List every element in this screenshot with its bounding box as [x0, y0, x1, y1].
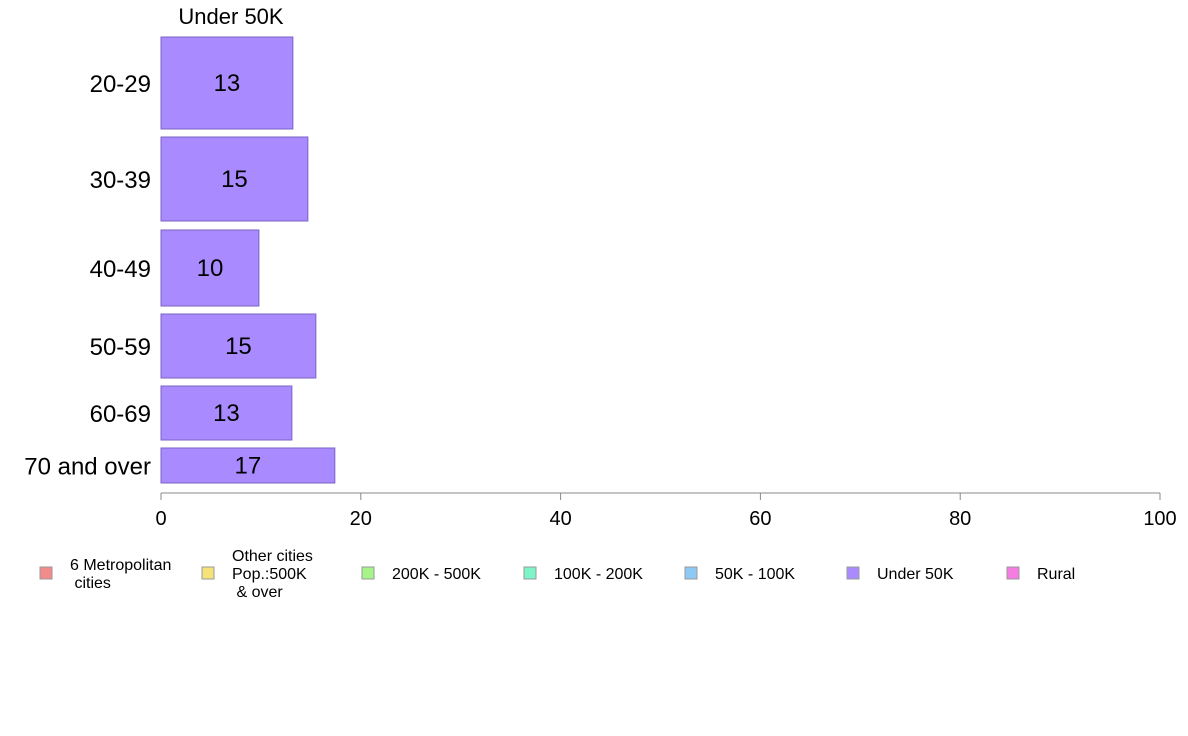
legend-label: Rural — [1037, 566, 1075, 583]
category-label: 40-49 — [90, 256, 151, 283]
legend-label: Under 50K — [877, 566, 954, 583]
bar-value-label: 13 — [214, 70, 241, 97]
x-axis: 0 20 40 60 80 100 — [155, 492, 1177, 530]
legend-label: 6 Metropolitan cities — [70, 557, 171, 592]
x-tick-label: 20 — [350, 508, 372, 530]
legend-swatch — [361, 566, 375, 580]
bar-40-49 — [160, 229, 260, 307]
category-label: 70 and over — [24, 454, 151, 481]
category-label: 60-69 — [90, 401, 151, 428]
x-tick-label: 60 — [749, 508, 771, 530]
bar-70-and-over — [160, 447, 336, 484]
legend-label: 200K - 500K — [392, 566, 481, 583]
bar-50-59 — [160, 313, 317, 379]
legend-swatch — [39, 566, 53, 580]
bar-60-69 — [160, 385, 293, 441]
x-tick-label: 100 — [1143, 508, 1176, 530]
bars-group: 13 20-29 15 30-39 10 40-49 15 50-59 13 60-69 17 70 … — [24, 36, 336, 484]
category-label: 50-59 — [90, 334, 151, 361]
x-tick-label: 80 — [949, 508, 971, 530]
legend-swatch — [846, 566, 860, 580]
legend-swatch — [201, 566, 215, 580]
bar-20-29 — [160, 36, 294, 130]
bar-value-label: 17 — [235, 453, 262, 480]
bar-value-label: 15 — [221, 166, 248, 193]
category-label: 20-29 — [90, 71, 151, 98]
bar-value-label: 15 — [225, 333, 252, 360]
category-label: 30-39 — [90, 167, 151, 194]
panel-title: Under 50K — [178, 4, 284, 29]
legend-label: 100K - 200K — [554, 566, 643, 583]
legend-label: 50K - 100K — [715, 566, 795, 583]
legend-swatch — [684, 566, 698, 580]
x-tick-label: 0 — [155, 508, 166, 530]
legend-swatch — [1006, 566, 1020, 580]
bar-30-39 — [160, 136, 309, 222]
bar-value-label: 10 — [197, 255, 224, 282]
bar-value-label: 13 — [213, 400, 240, 427]
x-tick-label: 40 — [549, 508, 571, 530]
legend: 6 Metropolitan cities Other cities Pop.:50… — [39, 548, 1075, 601]
legend-label: Other cities Pop.:500K & over — [232, 548, 313, 601]
legend-swatch — [523, 566, 537, 580]
